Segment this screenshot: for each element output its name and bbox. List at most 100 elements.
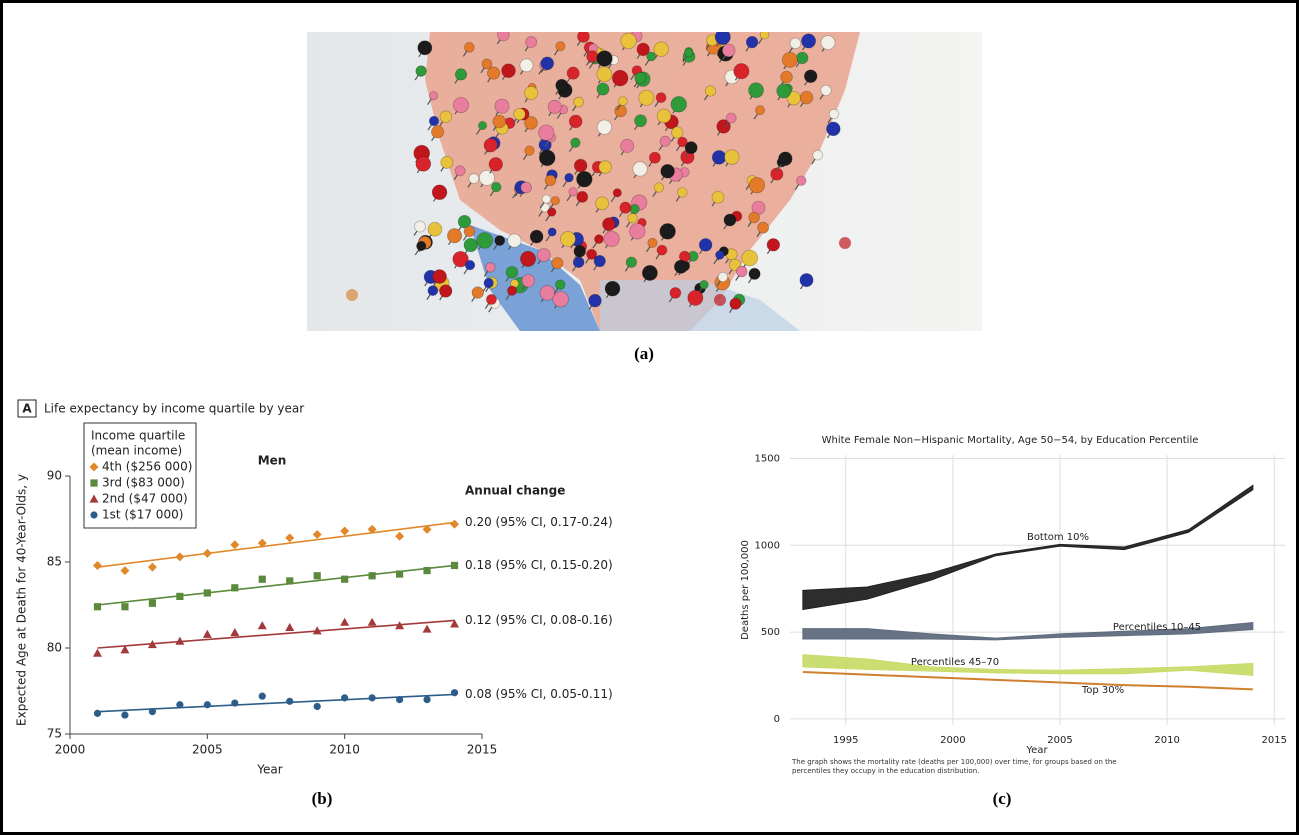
pin-head (520, 251, 535, 266)
pin-head (654, 42, 669, 57)
pin-head (633, 162, 647, 176)
pin-head (556, 79, 568, 91)
pin-head (654, 183, 664, 193)
pin-head (597, 120, 611, 134)
caption: (b) (312, 789, 333, 808)
pin-head (621, 139, 634, 152)
y-axis-label: Expected Age at Death for 40-Year-Olds, … (15, 474, 29, 726)
band (803, 485, 1253, 609)
pin-head (781, 71, 793, 83)
pin-head (736, 266, 747, 277)
data-point (368, 618, 377, 626)
y-tick-label: 75 (47, 727, 62, 741)
data-point (423, 625, 432, 633)
x-tick-label: 2015 (467, 743, 498, 757)
pin-head (552, 257, 563, 268)
pin-head (577, 31, 589, 43)
data-point (451, 562, 458, 569)
pin-head (589, 294, 602, 307)
annotation: 0.20 (95% CI, 0.17-0.24) (465, 515, 613, 529)
annotation-title: Annual change (465, 484, 565, 498)
pin-head (746, 36, 758, 48)
canvas: (a) (b) (c) ALife expectancy by income q… (0, 0, 1299, 835)
trend-line (97, 522, 454, 567)
pin-head (574, 245, 586, 257)
pin-head (495, 99, 509, 113)
pin-head (484, 139, 497, 152)
pin-head (672, 127, 683, 138)
pin-head (542, 195, 550, 203)
legend-title: (mean income) (91, 444, 182, 458)
pin-head (569, 115, 582, 128)
pin-head (734, 64, 749, 79)
line (803, 672, 1253, 689)
panel-tag: A (22, 402, 32, 416)
pin-head (749, 268, 760, 279)
data-point (313, 530, 322, 539)
x-tick-label: 1995 (833, 735, 858, 746)
pin-head (597, 83, 609, 95)
pin-head (712, 150, 726, 164)
pin-head (428, 286, 438, 296)
annotation: 0.18 (95% CI, 0.15-0.20) (465, 558, 613, 572)
pin-head (714, 294, 726, 306)
x-tick-label: 2005 (192, 743, 223, 757)
pin-head (567, 67, 579, 79)
data-point (259, 576, 266, 583)
pin-head (639, 90, 654, 105)
pin-head (432, 185, 447, 200)
pin-head (477, 232, 493, 248)
pin-head (429, 116, 438, 125)
pin-head (493, 115, 506, 128)
x-tick-label: 2010 (1154, 735, 1179, 746)
x-tick-label: 2015 (1262, 735, 1287, 746)
data-point (258, 621, 267, 629)
pin-head (656, 93, 666, 103)
pin-head (577, 191, 588, 202)
pin-head (705, 86, 715, 96)
data-point (340, 618, 349, 626)
legend-marker (90, 479, 97, 486)
photo (307, 29, 982, 331)
data-point (203, 630, 212, 638)
pin-head (484, 278, 493, 287)
pin-head (796, 52, 808, 64)
pin-head (441, 156, 453, 168)
pin-head (657, 245, 667, 255)
pin-head (485, 263, 495, 273)
pin-head (779, 152, 793, 166)
pin-head (688, 290, 703, 305)
data-point (148, 563, 157, 572)
pin-head (506, 266, 518, 278)
pin-head (447, 229, 461, 243)
chart-note: The graph shows the mortality rate (deat… (792, 758, 1122, 775)
pin-head (418, 41, 432, 55)
pin-head (829, 109, 839, 119)
pin-head (599, 161, 612, 174)
pin-head (521, 182, 532, 193)
pin-head (577, 171, 593, 187)
pin-head (440, 111, 452, 123)
series-label: Top 30% (1081, 685, 1124, 696)
pin-head (482, 59, 492, 69)
pin-head (548, 100, 561, 113)
pin-head (749, 212, 760, 223)
legend-label: 1st ($17 000) (102, 508, 183, 522)
data-point (93, 649, 102, 657)
pin-head (522, 274, 535, 287)
pin-head (712, 191, 724, 203)
pin-head (724, 214, 736, 226)
pin-head (628, 213, 638, 223)
pin-head (758, 222, 769, 233)
pin-head (613, 189, 621, 197)
pin-head (560, 231, 575, 246)
data-point (176, 701, 183, 708)
pin-head (540, 286, 555, 301)
pin-head (526, 37, 537, 48)
data-point (314, 572, 321, 579)
figure: (a) (b) (c) ALife expectancy by income q… (0, 0, 1299, 835)
data-point (94, 603, 101, 610)
annotation: 0.08 (95% CI, 0.05-0.11) (465, 687, 613, 701)
x-tick-label: 2000 (55, 743, 86, 757)
data-point (231, 584, 238, 591)
